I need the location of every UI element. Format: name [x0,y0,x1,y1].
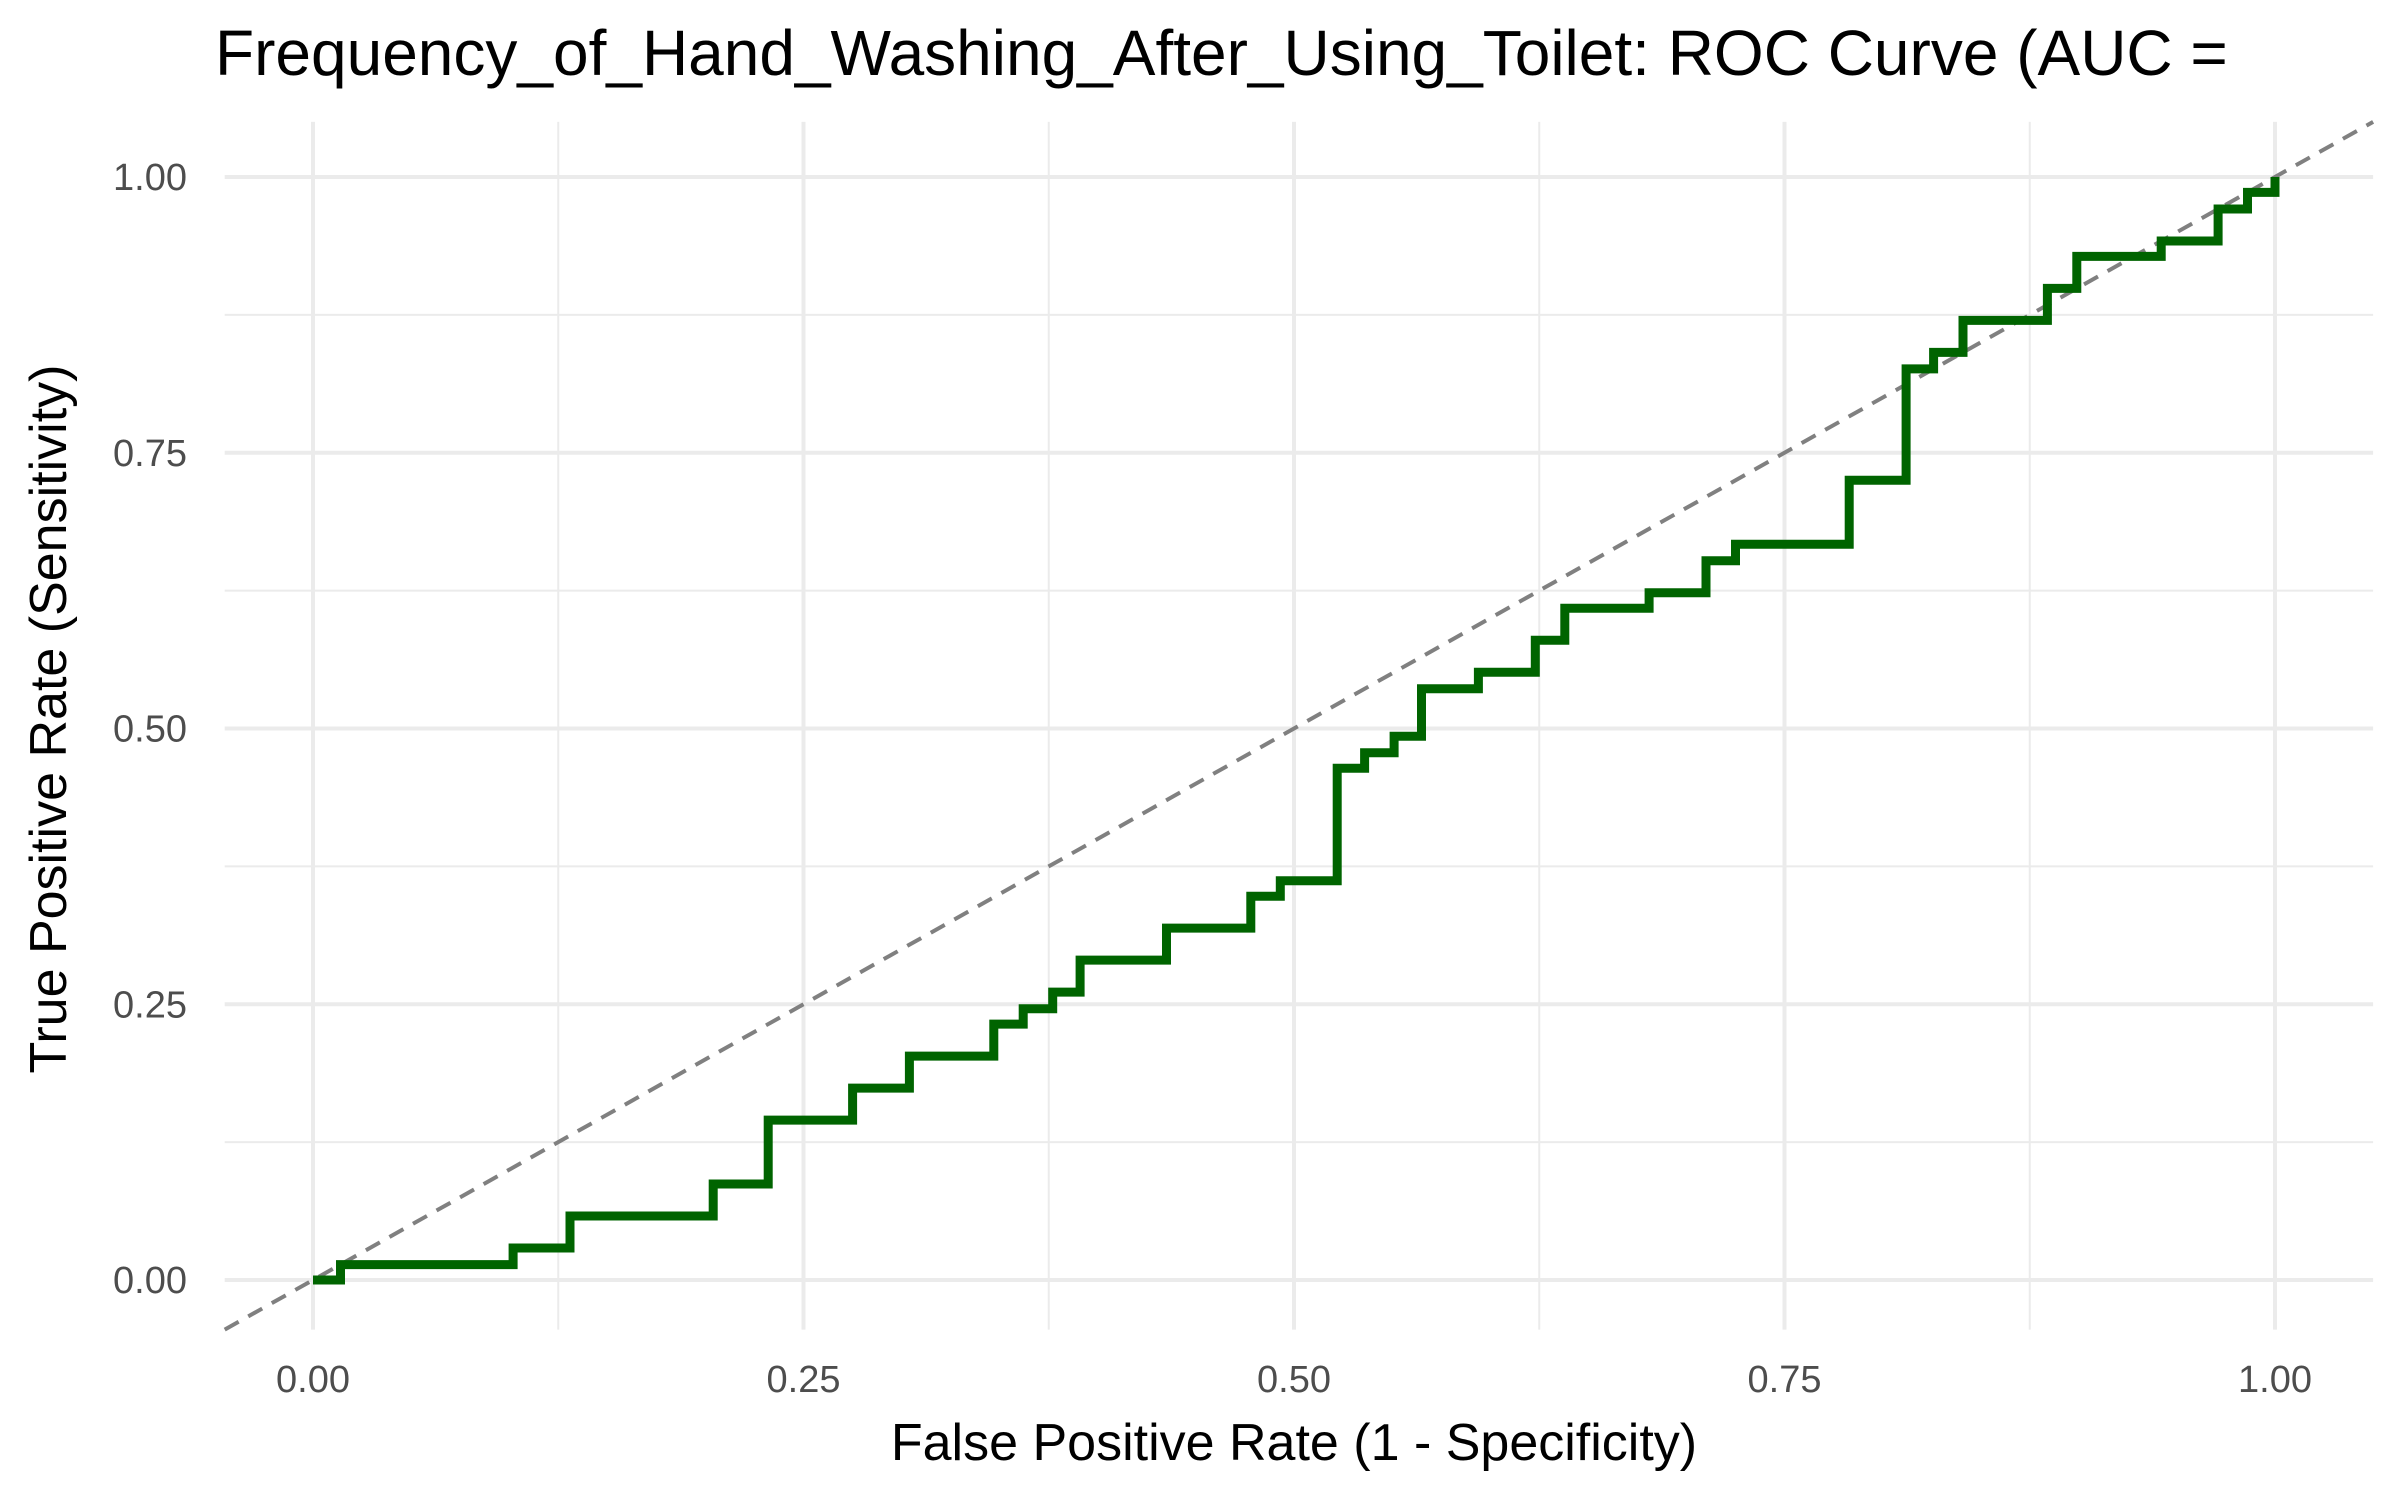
y-tick-label: 0.25 [113,984,187,1026]
y-tick-label: 0.50 [113,709,187,751]
y-tick-label: 1.00 [113,157,187,199]
x-tick-label: 0.75 [1748,1359,1822,1401]
y-tick-label: 0.75 [113,433,187,475]
roc-curve-line [313,177,2280,1285]
grid-lines [224,121,2374,1330]
y-tick-label: 0.00 [113,1260,187,1302]
x-tick-label: 0.50 [1257,1359,1331,1401]
chart-title: Frequency_of_Hand_Washing_After_Using_To… [215,17,2228,89]
y-axis-title: True Positive Rate (Sensitivity) [20,365,78,1074]
x-tick-label: 1.00 [2238,1359,2312,1401]
x-axis-title: False Positive Rate (1 - Specificity) [891,1414,1697,1472]
x-tick-label: 0.25 [767,1359,841,1401]
tick-labels: 0.00 0.25 0.50 0.75 1.00 0.00 0.25 0.50 0.75 1.00 [113,157,2312,1401]
x-tick-label: 0.00 [276,1359,350,1401]
